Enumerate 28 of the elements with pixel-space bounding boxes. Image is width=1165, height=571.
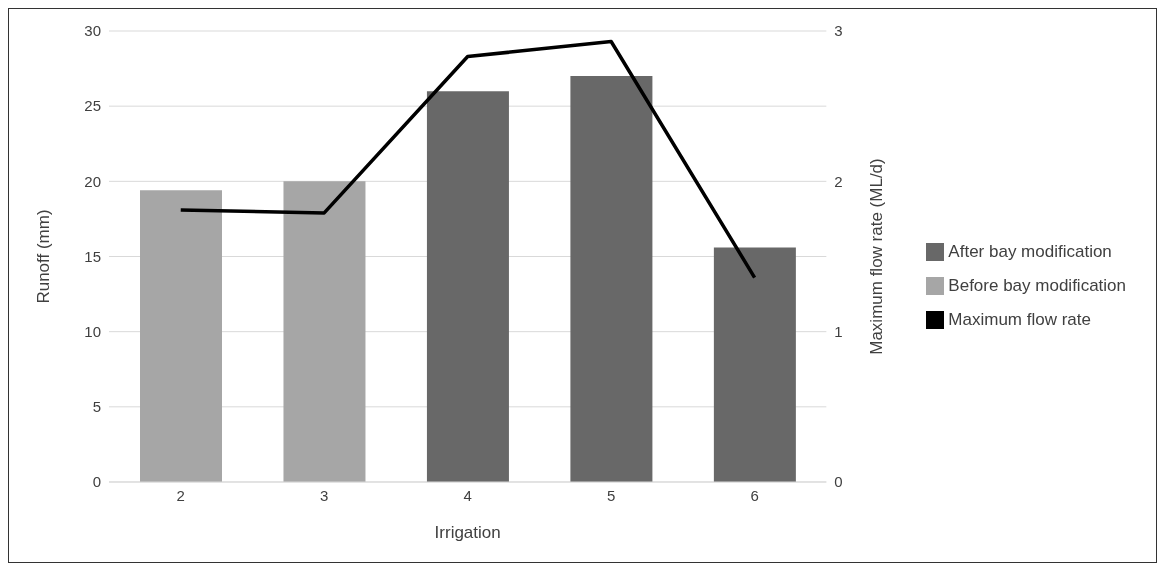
x-tick-label: 5 bbox=[606, 486, 616, 504]
y-tick-label: 10 bbox=[84, 322, 101, 340]
y-tick-label: 25 bbox=[84, 97, 101, 115]
y-tick-label: 15 bbox=[84, 247, 101, 265]
y-axis-title: Runoff (mm) bbox=[34, 209, 54, 304]
line-series bbox=[178, 39, 757, 280]
y-tick-label: 5 bbox=[92, 398, 101, 416]
x-tick-label: 4 bbox=[463, 486, 472, 504]
y2-tick-label: 3 bbox=[834, 22, 843, 40]
y2-tick-label: 1 bbox=[834, 322, 843, 340]
y2-tick-label: 2 bbox=[834, 172, 843, 190]
x-tick-label: 3 bbox=[320, 486, 329, 504]
x-axis-title: Irrigation bbox=[434, 523, 501, 542]
legend-label: Maximum flow rate bbox=[948, 309, 1091, 329]
legend-label: Before bay modification bbox=[948, 275, 1126, 295]
y2-tick-label: 0 bbox=[834, 473, 843, 491]
x-tick-label: 6 bbox=[750, 486, 759, 504]
bar bbox=[713, 247, 796, 482]
x-tick-label: 2 bbox=[176, 486, 185, 504]
y-tick-label: 30 bbox=[84, 22, 101, 40]
bar bbox=[570, 76, 653, 482]
bar bbox=[426, 91, 509, 482]
y-tick-label: 20 bbox=[84, 172, 101, 190]
y-tick-label: 0 bbox=[92, 473, 101, 491]
bar bbox=[283, 181, 366, 482]
bar bbox=[140, 190, 222, 482]
legend-label: After bay modification bbox=[948, 241, 1112, 261]
y2-axis-title: Maximum flow rate (ML/d) bbox=[867, 158, 887, 355]
